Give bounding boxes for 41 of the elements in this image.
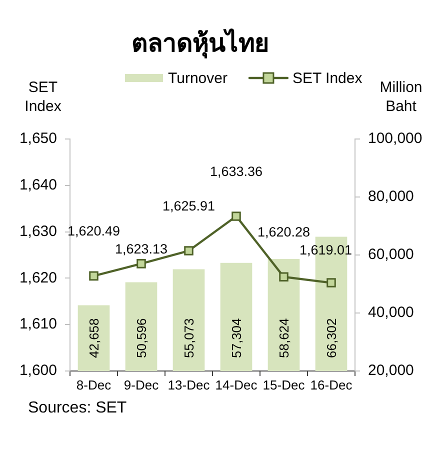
point (89, 271, 98, 281)
x-tick-label: 15-Dec (262, 377, 306, 392)
y2-tick-label: 100,000 (368, 130, 422, 148)
legend-label: Turnover (168, 70, 228, 88)
data-label: 42,658 (86, 318, 102, 358)
y-tick-label: 1,610 (19, 316, 57, 333)
y2-tick-label: 20,000 (368, 362, 414, 380)
data-label: 1,620.28 (257, 224, 310, 240)
data-label: 66,302 (324, 318, 339, 358)
data-label: 1,623.13 (114, 242, 168, 257)
data-label: 1,625.91 (162, 198, 216, 214)
data-label: 57,304 (228, 318, 244, 358)
y-tick-label: 1,600 (19, 362, 57, 380)
x-tick-label: 8-Dec (76, 377, 112, 392)
data-label: 1,620.49 (67, 224, 120, 239)
data-label: 58,624 (276, 318, 292, 358)
y-tick-label: 1,640 (19, 176, 57, 194)
y2-tick-label: 80,000 (368, 188, 414, 206)
point (184, 246, 194, 256)
data-label: 1,619.01 (299, 242, 352, 258)
x-tick-label: 13-Dec (168, 377, 210, 392)
point (279, 272, 288, 282)
y-axis-title: SET Index (24, 79, 62, 116)
y2-tick-label: 60,000 (368, 246, 414, 264)
source-note: Sources: SET (28, 399, 127, 416)
chart-title: ตลาดหุ้นไทย (132, 28, 270, 60)
data-label: 50,596 (134, 318, 149, 358)
x-tick-label: 16-Dec (310, 377, 353, 392)
x-tick-label: 14-Dec (215, 377, 258, 392)
data-label: 55,073 (181, 318, 196, 358)
legend-label: SET Index (292, 70, 363, 88)
y2-axis-title: Million Baht (380, 79, 422, 116)
point (326, 278, 336, 288)
y2-tick-label: 40,000 (368, 304, 414, 322)
y-tick-label: 1,650 (19, 130, 57, 148)
data-label: 1,633.36 (210, 164, 263, 179)
y-tick-label: 1,630 (19, 222, 57, 240)
x-tick-label: 9-Dec (124, 377, 160, 392)
point (232, 212, 241, 221)
y-tick-label: 1,620 (19, 269, 57, 286)
point (136, 259, 146, 268)
